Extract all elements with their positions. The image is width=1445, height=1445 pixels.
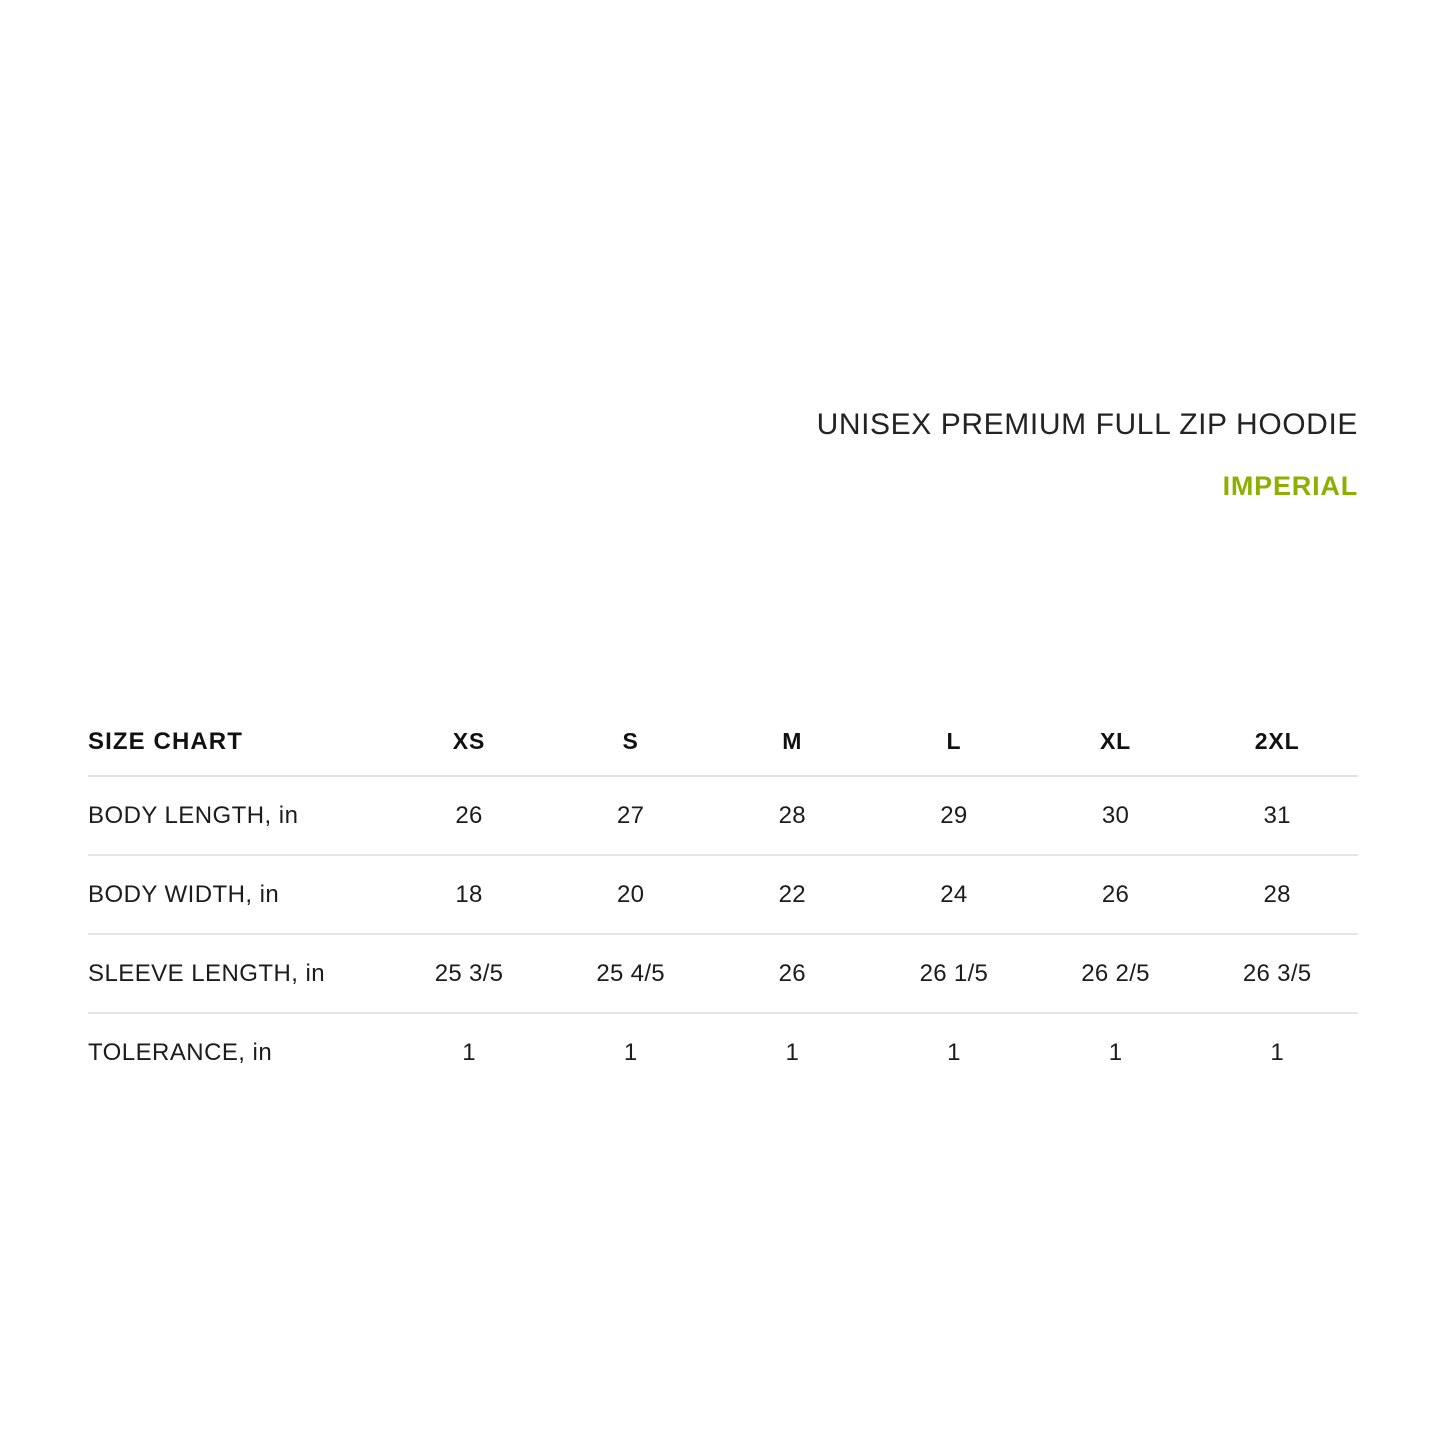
- cell-sleeve-length-l: 26 1/5: [919, 959, 989, 987]
- cell-body-width-l: 24: [940, 880, 968, 908]
- column-header-xs: XS: [452, 728, 486, 754]
- cell-sleeve-length-m: 26: [778, 959, 806, 987]
- cell-body-length-xs: 26: [455, 801, 483, 829]
- cell-tolerance-xs: 1: [462, 1039, 476, 1066]
- table-row: SLEEVE LENGTH, in 25 3/5 25 4/5 26 26 1/…: [88, 934, 1358, 1013]
- table-row: BODY LENGTH, in 26 27 28 29 30 31: [88, 776, 1358, 855]
- cell-body-length-l: 29: [940, 801, 968, 829]
- cell-tolerance-m: 1: [785, 1039, 800, 1066]
- cell-body-width-xl: 26: [1101, 880, 1130, 908]
- column-header-xl: XL: [1099, 728, 1132, 754]
- unit-system-label: IMPERIAL: [1222, 471, 1358, 501]
- column-header-s: S: [622, 728, 639, 754]
- cell-body-length-xl: 30: [1101, 801, 1130, 829]
- column-header-m: M: [782, 728, 803, 754]
- row-label-tolerance: TOLERANCE, in: [88, 1039, 273, 1066]
- size-chart-table-container: SIZE CHART XS S M L XL 2XL BODY LENGTH, …: [88, 708, 1358, 1092]
- table-row: BODY WIDTH, in 18 20 22 24 26 28: [88, 855, 1358, 934]
- cell-tolerance-s: 1: [623, 1039, 638, 1066]
- cell-sleeve-length-xl: 26 2/5: [1081, 959, 1150, 987]
- column-header-2xl: 2XL: [1254, 728, 1300, 754]
- size-chart-table: SIZE CHART XS S M L XL 2XL BODY LENGTH, …: [88, 708, 1358, 1092]
- cell-sleeve-length-xs: 25 3/5: [434, 959, 504, 987]
- column-header-size-chart: SIZE CHART: [88, 727, 243, 755]
- cell-body-width-s: 20: [617, 880, 645, 908]
- cell-body-width-2xl: 28: [1263, 880, 1291, 908]
- table-body: BODY LENGTH, in 26 27 28 29 30 31 BODY W…: [88, 776, 1358, 1092]
- table-header-row: SIZE CHART XS S M L XL 2XL: [88, 708, 1358, 776]
- cell-tolerance-xl: 1: [1108, 1039, 1123, 1066]
- cell-sleeve-length-2xl: 26 3/5: [1242, 959, 1312, 987]
- row-label-body-width: BODY WIDTH, in: [88, 880, 280, 908]
- cell-body-length-s: 27: [617, 801, 645, 829]
- heading-block: UNISEX PREMIUM FULL ZIP HOODIE IMPERIAL: [88, 410, 1358, 500]
- cell-body-width-xs: 18: [455, 880, 483, 908]
- column-header-l: L: [946, 728, 962, 754]
- cell-body-width-m: 22: [778, 880, 806, 908]
- row-label-body-length: BODY LENGTH, in: [88, 801, 299, 829]
- cell-tolerance-2xl: 1: [1270, 1039, 1284, 1066]
- cell-tolerance-l: 1: [947, 1039, 961, 1066]
- table-header: SIZE CHART XS S M L XL 2XL: [88, 708, 1358, 776]
- cell-sleeve-length-s: 25 4/5: [596, 959, 665, 987]
- cell-body-length-2xl: 31: [1263, 801, 1291, 829]
- row-label-sleeve-length: SLEEVE LENGTH, in: [88, 959, 326, 987]
- cell-body-length-m: 28: [778, 801, 806, 829]
- table-row: TOLERANCE, in 1 1 1 1 1 1: [88, 1013, 1358, 1092]
- page-title: UNISEX PREMIUM FULL ZIP HOODIE: [816, 408, 1358, 441]
